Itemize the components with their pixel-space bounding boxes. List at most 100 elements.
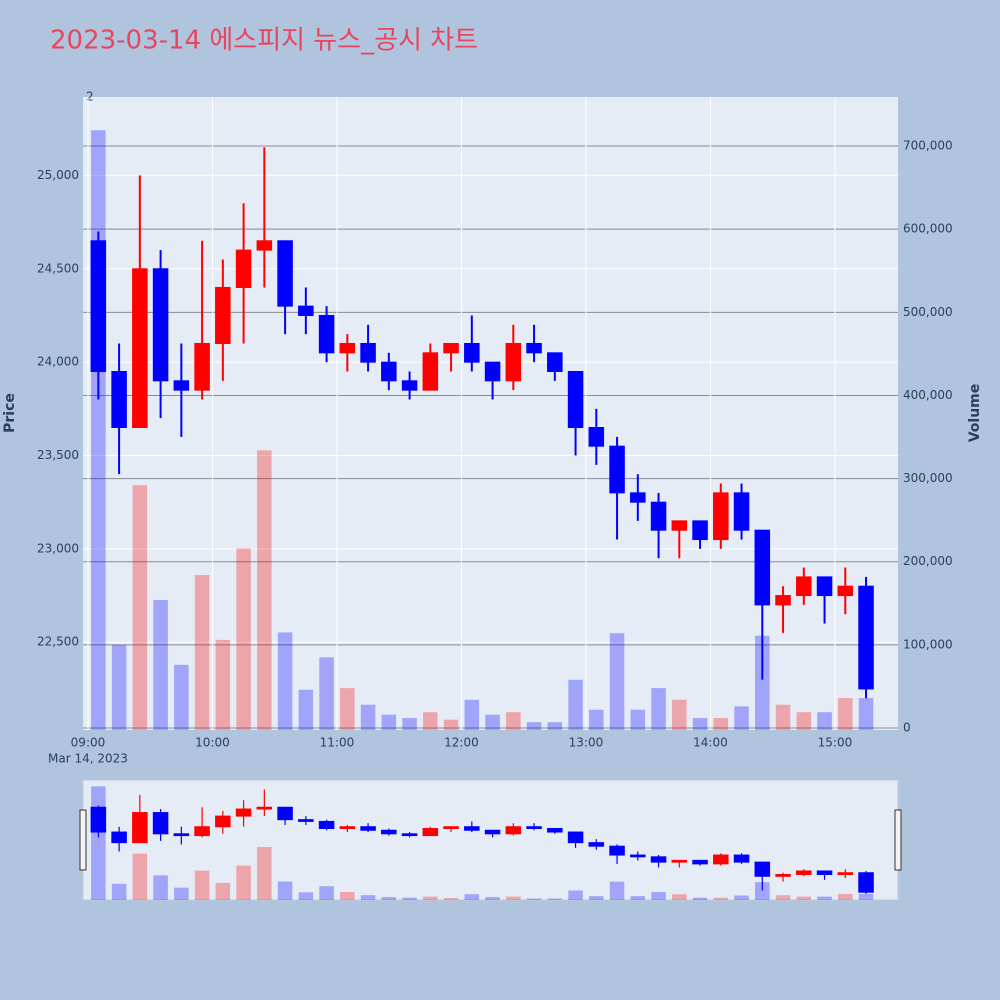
volume-bar <box>319 886 334 900</box>
volume-bar <box>194 870 210 900</box>
volume-bar <box>298 892 314 900</box>
candle-body <box>588 427 605 447</box>
volume-bar <box>319 657 334 730</box>
candle-body <box>609 445 625 494</box>
candle-body <box>900 670 915 689</box>
candle-body <box>360 342 376 363</box>
volume-bar <box>692 718 708 730</box>
candle-body <box>277 240 293 307</box>
volume-bar <box>215 882 231 900</box>
volume-bar <box>298 689 314 730</box>
y2-tick-label: 500,000 <box>903 305 953 319</box>
candle-body <box>547 352 563 372</box>
volume-bar <box>589 709 604 730</box>
volume-bar <box>796 896 812 900</box>
x-tick-label: 13:00 <box>569 736 604 750</box>
volume-bar <box>568 890 583 900</box>
y2-tick-label: 0 <box>903 721 911 735</box>
y2-tick-label: 100,000 <box>903 637 953 651</box>
candle-body <box>775 595 791 606</box>
volume-bar <box>215 639 231 730</box>
y-axis-title: Price <box>2 393 18 433</box>
volume-bar <box>900 881 915 900</box>
slider-handle-right[interactable] <box>894 809 902 871</box>
candle-body <box>422 352 439 391</box>
candle-body <box>692 520 708 541</box>
candle-body <box>733 854 750 863</box>
candle-body <box>381 361 397 382</box>
y-tick-label: 24,500 <box>37 261 79 275</box>
candle-body <box>754 861 771 877</box>
x-tick-label: 10:00 <box>195 736 230 750</box>
volume-bar <box>174 664 189 730</box>
y-tick-label: 24,000 <box>37 355 79 369</box>
volume-bar <box>734 706 749 730</box>
candle-body <box>215 815 231 828</box>
candle-body <box>858 872 874 893</box>
volume-bar <box>132 853 148 900</box>
candle-body <box>339 342 356 354</box>
volume-bar <box>547 898 563 900</box>
candle-body <box>796 870 812 876</box>
volume-bar <box>796 712 812 730</box>
candle-body <box>671 859 688 863</box>
volume-bar <box>547 722 563 730</box>
volume-bar <box>402 897 417 900</box>
volume-bar <box>838 893 853 900</box>
candle-body <box>464 826 480 831</box>
volume-bar <box>506 712 521 730</box>
grid <box>83 97 898 730</box>
y2-tick-label: 300,000 <box>903 471 953 485</box>
volume-bar <box>713 897 729 900</box>
volume-bar <box>838 698 853 730</box>
candle-body <box>132 268 148 429</box>
candle-body <box>235 249 252 288</box>
candle-body <box>775 874 791 877</box>
volume-bar <box>91 130 106 730</box>
candle-body <box>256 806 273 810</box>
candle-body <box>733 492 750 531</box>
volume-bar <box>423 896 438 900</box>
x-date-label: Mar 14, 2023 <box>48 752 128 766</box>
slider-handle-left[interactable] <box>79 809 87 871</box>
y-tick-label: 22,500 <box>37 635 79 649</box>
volume-bar <box>775 895 791 900</box>
candle-body <box>256 240 273 251</box>
candle-body <box>837 585 854 597</box>
candle-body <box>235 808 252 817</box>
volume-bar <box>340 688 355 730</box>
volume-bar <box>858 893 874 900</box>
volume-bar <box>257 450 272 730</box>
volume-bar <box>817 896 832 900</box>
x-tick-label: 09:00 <box>71 736 106 750</box>
volume-bar <box>132 485 148 730</box>
volume-bar <box>381 714 397 730</box>
candle-body <box>464 342 480 363</box>
candle-body <box>526 342 542 354</box>
chart-title: 2023-03-14 에스피지 뉴스_공시 차트 <box>50 26 478 56</box>
volume-bar <box>858 698 874 730</box>
volume-bar <box>734 895 749 900</box>
candle-body <box>360 826 376 831</box>
candle-body <box>858 585 874 690</box>
candle-body <box>443 342 459 354</box>
volume-bar <box>506 896 521 900</box>
x-tick-label: 12:00 <box>444 736 479 750</box>
candle-body <box>609 845 625 856</box>
volume-bar <box>277 881 293 900</box>
volume-bar <box>630 896 646 900</box>
candle-body <box>152 812 169 835</box>
y2-tick-label: 700,000 <box>903 139 953 153</box>
candle-body <box>567 831 584 844</box>
y-tick-label: 23,000 <box>37 541 79 555</box>
candle-body <box>837 872 854 876</box>
candle-body <box>630 492 646 503</box>
y-tick-label: 23,500 <box>37 448 79 462</box>
volume-bar <box>817 712 832 730</box>
candle-body <box>90 240 107 372</box>
volume-bar <box>402 718 417 730</box>
candle-body <box>111 831 127 844</box>
candle-body <box>588 842 605 847</box>
candle-body <box>816 576 833 597</box>
